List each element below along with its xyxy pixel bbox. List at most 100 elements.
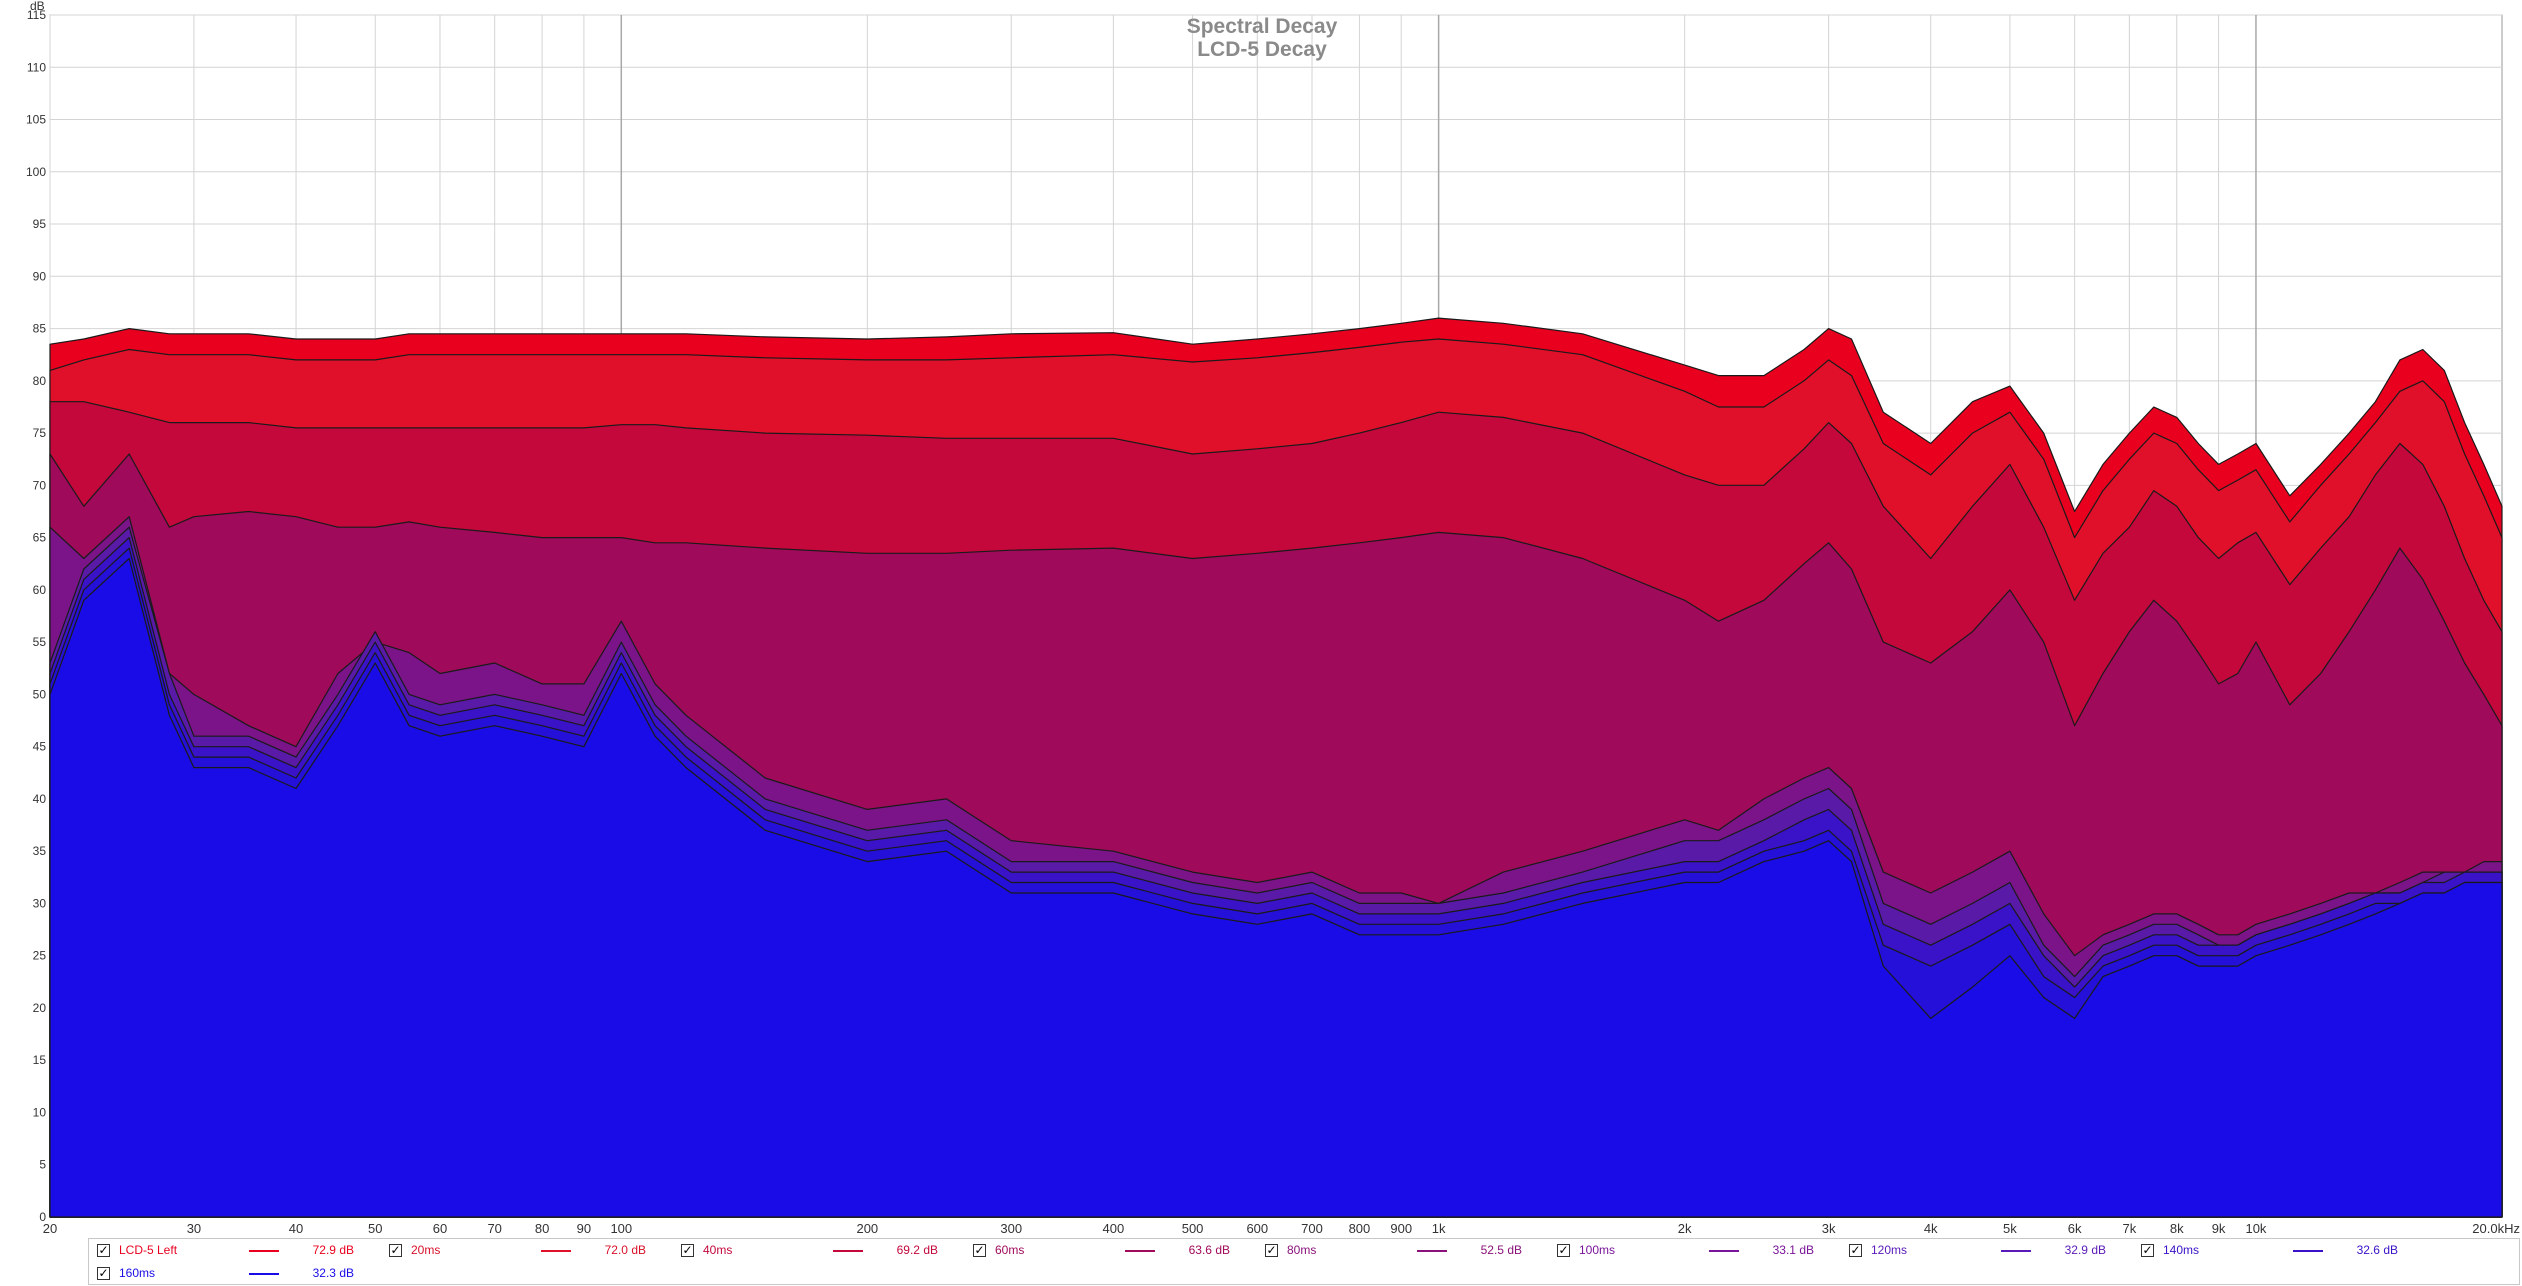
y-tick-label: 10: [33, 1105, 47, 1119]
legend-checkbox[interactable]: ✓: [2141, 1243, 2154, 1257]
y-tick-label: 90: [33, 269, 47, 283]
x-tick-label: 60: [433, 1221, 447, 1236]
y-tick-label: 25: [33, 949, 47, 963]
y-tick-label: 85: [33, 322, 47, 336]
legend-series-name: 40ms: [703, 1243, 733, 1257]
legend-panel: ✓ LCD-5 Left 72.9 dB ✓ 20ms 72.0 dB ✓ 40ms 69.2 …: [88, 1238, 2520, 1285]
y-tick-label: 0: [39, 1210, 46, 1224]
legend-checkbox[interactable]: ✓: [97, 1243, 110, 1257]
legend-checkbox[interactable]: ✓: [1557, 1243, 1570, 1257]
legend-value: 72.0 dB: [604, 1243, 646, 1257]
legend-value: 32.3 dB: [312, 1266, 354, 1280]
y-tick-label: 60: [33, 583, 47, 597]
legend-item[interactable]: ✓ 80ms 52.5 dB: [1257, 1240, 1547, 1262]
legend-value: 32.9 dB: [2064, 1243, 2106, 1257]
x-tick-label: 7k: [2122, 1221, 2136, 1236]
x-tick-label: 3k: [1822, 1221, 1836, 1236]
legend-line-swatch: [1417, 1250, 1447, 1252]
x-tick-label: 80: [535, 1221, 549, 1236]
x-tick-label: 200: [856, 1221, 878, 1236]
y-tick-label: 115: [27, 8, 46, 22]
decay-areas: [49, 317, 2503, 1218]
x-tick-label: 500: [1182, 1221, 1204, 1236]
x-tick-label: 800: [1349, 1221, 1371, 1236]
legend-item[interactable]: ✓ 60ms 63.6 dB: [965, 1240, 1255, 1262]
legend-series-name: 80ms: [1287, 1243, 1317, 1257]
y-tick-label: 15: [33, 1053, 47, 1067]
x-tick-label: 100: [610, 1221, 632, 1236]
x-tick-label: 6k: [2068, 1221, 2082, 1236]
y-tick-label: 70: [33, 478, 47, 492]
legend-checkbox[interactable]: ✓: [1265, 1243, 1278, 1257]
legend-value: 72.9 dB: [312, 1243, 354, 1257]
x-tick-label: 20: [43, 1221, 57, 1236]
x-tick-label: 700: [1301, 1221, 1323, 1236]
y-tick-label: 105: [26, 113, 46, 127]
legend-checkbox[interactable]: ✓: [681, 1243, 694, 1257]
y-tick-label: 30: [33, 896, 47, 910]
chart-subtitle: LCD-5 Decay: [1197, 38, 1327, 61]
x-tick-label: 400: [1103, 1221, 1125, 1236]
y-tick-label: 65: [33, 531, 47, 545]
legend-line-swatch: [541, 1250, 571, 1252]
y-axis-unit: dB: [30, 0, 45, 13]
x-tick-label: 30: [187, 1221, 201, 1236]
y-tick-label: 45: [33, 740, 47, 754]
decay-area-160ms: [49, 557, 2503, 1218]
y-tick-label: 35: [33, 844, 47, 858]
legend-series-name: 60ms: [995, 1243, 1025, 1257]
legend-item[interactable]: ✓ LCD-5 Left 72.9 dB: [89, 1240, 379, 1262]
legend-value: 63.6 dB: [1188, 1243, 1230, 1257]
legend-row: ✓ LCD-5 Left 72.9 dB ✓ 20ms 72.0 dB ✓ 40ms 69.2 …: [89, 1240, 2519, 1262]
legend-line-swatch: [249, 1250, 279, 1252]
legend-series-name: 20ms: [411, 1243, 441, 1257]
legend-item[interactable]: ✓ 100ms 33.1 dB: [1549, 1240, 1839, 1262]
x-tick-label: 50: [368, 1221, 382, 1236]
x-tick-label: 9k: [2212, 1221, 2226, 1236]
legend-series-name: LCD-5 Left: [119, 1243, 178, 1257]
legend-series-name: 100ms: [1579, 1243, 1616, 1257]
legend-item[interactable]: ✓ 140ms 32.6 dB: [2133, 1240, 2423, 1262]
x-axis-end-label: 20.0kHz: [2472, 1221, 2520, 1236]
legend-checkbox[interactable]: ✓: [1849, 1243, 1862, 1257]
y-tick-label: 100: [26, 165, 46, 179]
axes: 0 5 10 15 20 25 30 35 40 45 50 55 60 65 70 75 80 85 90 95 10…: [26, 8, 2267, 1236]
y-tick-label: 75: [33, 426, 47, 440]
legend-value: 69.2 dB: [896, 1243, 938, 1257]
legend-line-swatch: [1709, 1250, 1739, 1252]
x-tick-label: 2k: [1678, 1221, 1692, 1236]
legend-item[interactable]: ✓ 160ms 32.3 dB: [89, 1263, 379, 1285]
x-tick-label: 4k: [1924, 1221, 1938, 1236]
x-tick-label: 90: [577, 1221, 591, 1236]
legend-item[interactable]: ✓ 120ms 32.9 dB: [1841, 1240, 2131, 1262]
y-tick-label: 50: [33, 687, 47, 701]
legend-series-name: 140ms: [2163, 1243, 2200, 1257]
x-tick-label: 70: [487, 1221, 501, 1236]
y-tick-label: 20: [33, 1001, 47, 1015]
legend-series-name: 160ms: [119, 1266, 156, 1280]
x-tick-label: 8k: [2170, 1221, 2184, 1236]
x-tick-label: 900: [1390, 1221, 1412, 1236]
legend-line-swatch: [2001, 1250, 2031, 1252]
y-tick-label: 110: [27, 60, 46, 74]
legend-item[interactable]: ✓ 20ms 72.0 dB: [381, 1240, 671, 1262]
legend-line-swatch: [2293, 1250, 2323, 1252]
legend-line-swatch: [833, 1250, 863, 1252]
x-tick-label: 5k: [2003, 1221, 2017, 1236]
legend-checkbox[interactable]: ✓: [389, 1243, 402, 1257]
legend-value: 32.6 dB: [2356, 1243, 2398, 1257]
x-tick-label: 40: [289, 1221, 303, 1236]
y-tick-label: 95: [33, 217, 47, 231]
x-tick-label: 1k: [1432, 1221, 1446, 1236]
legend-checkbox[interactable]: ✓: [97, 1266, 110, 1280]
x-tick-label: 300: [1000, 1221, 1022, 1236]
legend-checkbox[interactable]: ✓: [973, 1243, 986, 1257]
y-tick-label: 80: [33, 374, 47, 388]
legend-item[interactable]: ✓ 40ms 69.2 dB: [673, 1240, 963, 1262]
legend-value: 52.5 dB: [1480, 1243, 1522, 1257]
y-tick-label: 5: [39, 1158, 46, 1172]
y-tick-label: 40: [33, 792, 47, 806]
legend-line-swatch: [249, 1273, 279, 1275]
x-tick-label: 10k: [2245, 1221, 2266, 1236]
